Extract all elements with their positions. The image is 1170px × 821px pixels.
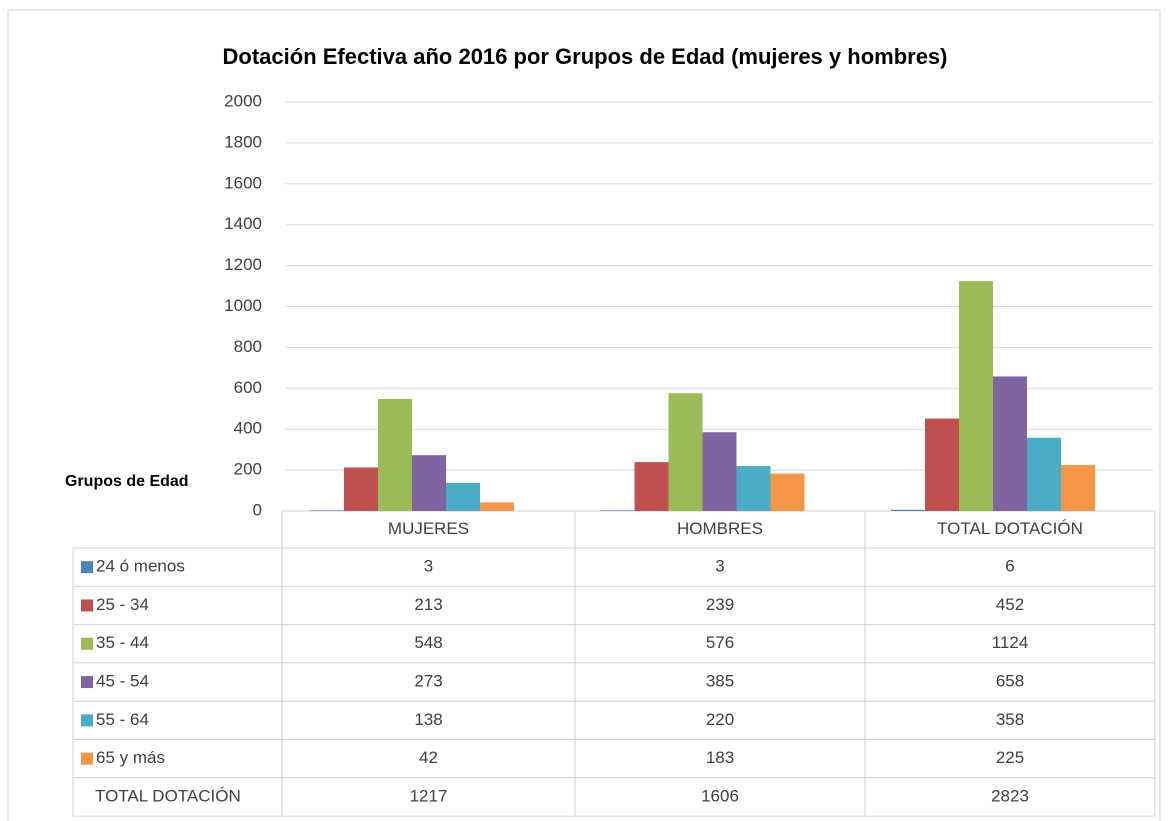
bar: [891, 509, 925, 511]
bar: [344, 467, 378, 511]
table-value: 3: [715, 557, 724, 576]
y-tick-label: 1600: [224, 173, 262, 192]
chart-title: Dotación Efectiva año 2016 por Grupos de…: [223, 44, 948, 69]
table-value: 452: [996, 595, 1024, 614]
legend-swatch: [81, 599, 93, 612]
legend-label: 45 - 54: [96, 672, 149, 691]
y-tick-label: 800: [234, 337, 262, 356]
y-tick-label: 200: [234, 460, 262, 479]
total-label: TOTAL DOTACIÓN: [95, 786, 241, 805]
legend-label: 25 - 34: [96, 595, 149, 614]
y-tick-label: 2000: [224, 91, 262, 110]
bar: [702, 432, 737, 511]
legend-swatch: [81, 637, 93, 650]
y-tick-label: 1200: [224, 255, 262, 274]
y-tick-label: 1800: [224, 132, 262, 151]
legend-swatch: [81, 676, 93, 689]
y-tick-label: 1000: [224, 296, 262, 315]
table-value: 548: [414, 633, 442, 652]
bar: [925, 418, 959, 511]
legend-label: 55 - 64: [96, 710, 149, 729]
table-value: 220: [706, 710, 734, 729]
table-value: 6: [1005, 557, 1014, 576]
legend-label: 65 y más: [96, 748, 165, 767]
y-tick-label: 400: [234, 419, 262, 438]
legend-swatch: [81, 752, 93, 765]
legend-swatch: [81, 561, 93, 574]
table-value: 183: [706, 748, 734, 767]
legend-label: 24 ó menos: [96, 557, 185, 576]
total-value: 1217: [410, 786, 448, 805]
bar: [770, 473, 805, 511]
bar: [1027, 437, 1061, 511]
legend-swatch: [81, 714, 93, 727]
axis-label: Grupos de Edad: [65, 473, 189, 490]
y-tick-label: 1400: [224, 214, 262, 233]
category-label: TOTAL DOTACIÓN: [937, 519, 1083, 538]
bar: [412, 455, 446, 511]
bar: [310, 510, 344, 511]
table-value: 42: [419, 748, 438, 767]
table-value: 273: [414, 672, 442, 691]
bar: [1061, 464, 1095, 511]
bar: [993, 376, 1027, 511]
total-value: 2823: [991, 786, 1029, 805]
table-value: 3: [424, 557, 433, 576]
table-value: 385: [706, 672, 734, 691]
table-value: 138: [414, 710, 442, 729]
bar: [480, 502, 514, 511]
bar: [600, 510, 635, 511]
table-value: 358: [996, 710, 1024, 729]
table-value: 225: [996, 748, 1024, 767]
category-label: MUJERES: [388, 519, 469, 538]
bar: [378, 398, 412, 511]
bar: [736, 466, 771, 511]
table-value: 213: [414, 595, 442, 614]
table-value: 239: [706, 595, 734, 614]
bar: [446, 482, 480, 511]
table-value: 576: [706, 633, 734, 652]
table-value: 658: [996, 672, 1024, 691]
y-tick-label: 600: [234, 378, 262, 397]
bar: [634, 462, 669, 511]
y-tick-label: 0: [253, 500, 262, 519]
category-label: HOMBRES: [677, 519, 763, 538]
table-value: 1124: [992, 633, 1029, 652]
bar: [668, 393, 703, 511]
total-value: 1606: [701, 786, 739, 805]
bar: [959, 281, 993, 511]
legend-label: 35 - 44: [96, 633, 149, 652]
